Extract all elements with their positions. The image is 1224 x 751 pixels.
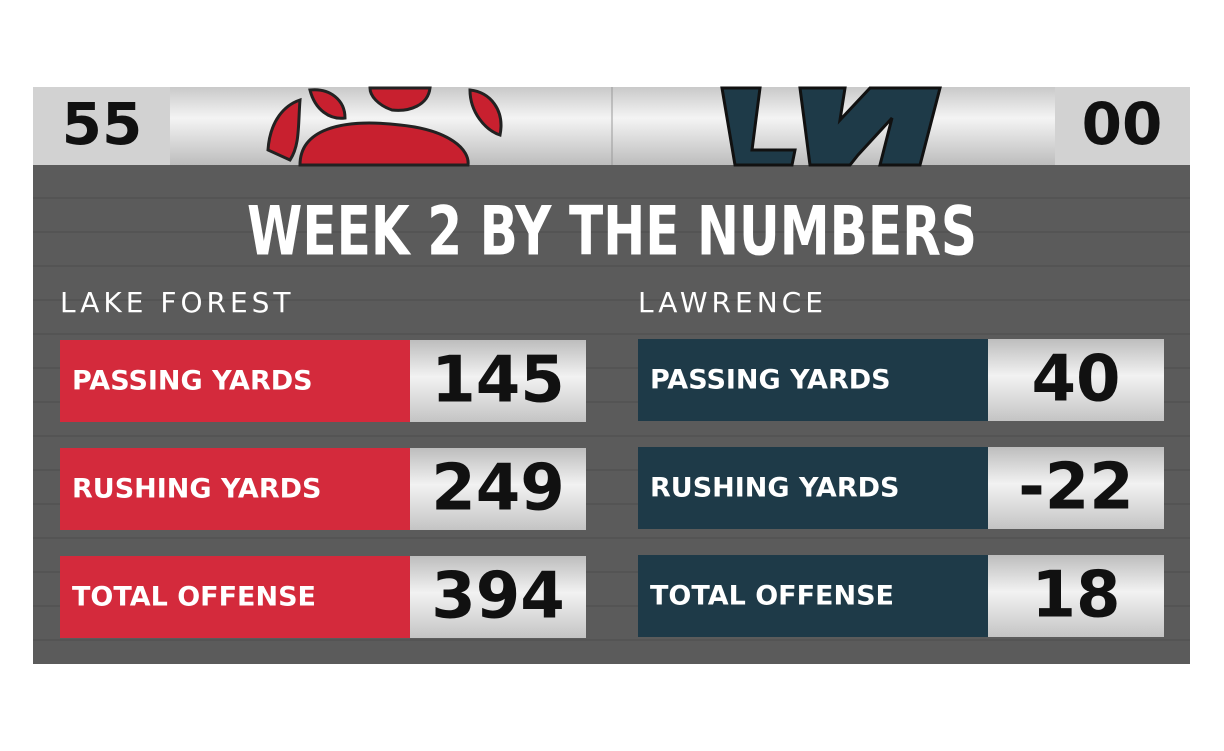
stat-value: 249	[431, 452, 565, 526]
paw-logo	[266, 86, 503, 167]
stat-label-box	[638, 447, 988, 529]
stat-value-box	[410, 448, 586, 530]
stat-label: PASSING YARDS	[72, 366, 313, 397]
title: WEEK 2 BY THE NUMBERS	[247, 193, 977, 272]
teams: LAKE FOREST PASSING YARDS 145 RUSHING YARDS…	[60, 286, 1164, 638]
stat-label: RUSHING YARDS	[650, 473, 899, 504]
stat-value-box	[410, 556, 586, 638]
score-box	[1055, 87, 1190, 165]
lawrence-logo	[720, 86, 942, 167]
stat-label-box	[638, 555, 988, 637]
stat-value: 145	[431, 344, 565, 418]
home-score: 55	[62, 90, 143, 158]
stat-value: 40	[1031, 343, 1120, 417]
score-box	[33, 87, 170, 165]
stat-label: PASSING YARDS	[650, 365, 891, 396]
stat-value: 18	[1031, 559, 1120, 633]
stat-label-box	[60, 448, 410, 530]
stat-value-box	[988, 339, 1164, 421]
away-score: 00	[1082, 90, 1163, 158]
stat-label-box	[60, 556, 410, 638]
stat-label-box	[638, 339, 988, 421]
stat-label: RUSHING YARDS	[72, 474, 321, 505]
team-name: LAKE FOREST	[60, 286, 295, 319]
team-name: LAWRENCE	[638, 286, 827, 319]
stat-label-box	[60, 340, 410, 422]
stat-label: TOTAL OFFENSE	[650, 581, 894, 612]
stat-value-box	[410, 340, 586, 422]
stat-value: -22	[1018, 451, 1134, 525]
stat-value-box	[988, 555, 1164, 637]
stat-value-box	[988, 447, 1164, 529]
stat-value: 394	[431, 560, 565, 634]
stat-label: TOTAL OFFENSE	[72, 582, 316, 613]
